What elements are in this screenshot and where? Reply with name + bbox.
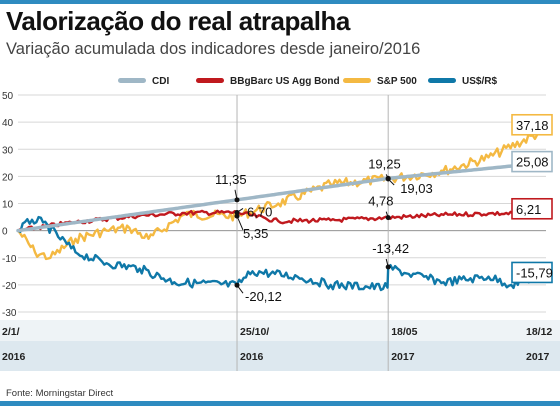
chart-area: 50 40 30 20 10 0 -10 -20 -30 2/1/2016 25/10/2016 18… (0, 90, 560, 375)
y-tick-label: 20 (2, 172, 14, 183)
top-accent-bar (0, 0, 560, 4)
line-chart: 50 40 30 20 10 0 -10 -20 -30 2/1/2016 25/10/2016 18… (0, 90, 560, 375)
annotation-label: 6,70 (247, 204, 272, 219)
legend-swatch-bond (196, 78, 224, 83)
legend-swatch-cdi (118, 78, 146, 83)
series-line-cdi (18, 163, 546, 231)
y-tick-label: 30 (2, 145, 14, 156)
annotation-label: -20,12 (245, 289, 282, 304)
end-label-value: 37,18 (516, 118, 549, 133)
y-tick-label: -10 (2, 254, 17, 265)
y-tick-label: 50 (2, 91, 14, 102)
annotation-leader (237, 285, 243, 293)
legend-swatch-usd (428, 78, 456, 83)
legend-item-usd: US$/R$ (428, 76, 497, 87)
x-tick-date-label: 2/1/ (2, 326, 20, 338)
legend-item-sp500: S&P 500 (343, 76, 417, 87)
y-tick-label: 40 (2, 118, 14, 129)
y-tick-label: 10 (2, 200, 14, 211)
chart-subtitle: Variação acumulada dos indicadores desde… (6, 40, 420, 59)
x-axis-date-band (0, 320, 560, 341)
annotation-label: 19,03 (400, 181, 433, 196)
annotation-label: 11,35 (215, 172, 247, 187)
legend-swatch-sp500 (343, 78, 371, 83)
legend-item-cdi: CDI (118, 76, 169, 87)
annotation-label: 19,25 (368, 156, 401, 171)
annotation-label: 5,35 (243, 226, 268, 241)
end-label-value: 6,21 (516, 202, 541, 217)
x-tick-date-label: 18/05 (391, 326, 417, 338)
bottom-accent-bar (0, 401, 560, 406)
x-tick-date-label: 18/12 (526, 326, 552, 338)
x-tick-year-label: 2016 (2, 351, 26, 363)
annotation-label: 4,78 (368, 194, 393, 209)
legend-label-sp500: S&P 500 (377, 76, 417, 87)
legend-item-bond: BBgBarc US Agg Bond (196, 76, 340, 87)
legend-label-cdi: CDI (152, 76, 169, 87)
annotation-label: -13,42 (372, 241, 409, 256)
x-tick-year-label: 2017 (391, 351, 415, 363)
y-tick-label: 0 (2, 227, 8, 238)
end-label-value: -15,79 (516, 265, 553, 280)
y-tick-label: -30 (2, 308, 17, 319)
source-note: Fonte: Morningstar Direct (6, 388, 113, 399)
end-label-value: 25,08 (516, 155, 549, 170)
x-tick-year-label: 2016 (240, 351, 264, 363)
y-tick-label: -20 (2, 281, 17, 292)
series-line-us-r- (18, 217, 546, 290)
chart-title: Valorização do real atrapalha (6, 6, 350, 37)
x-tick-date-label: 25/10/ (240, 326, 269, 338)
x-axis-year-band (0, 341, 560, 371)
legend-label-usd: US$/R$ (462, 76, 497, 87)
x-tick-year-label: 2017 (526, 351, 550, 363)
legend-label-bond: BBgBarc US Agg Bond (230, 76, 340, 87)
